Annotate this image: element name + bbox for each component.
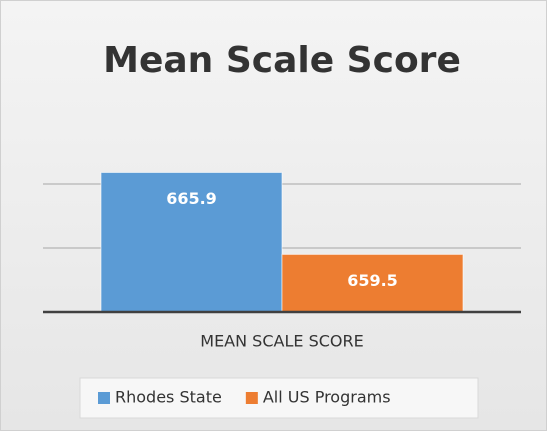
x-tick-label: MEAN SCALE SCORE — [200, 332, 363, 351]
legend-swatch — [245, 392, 258, 404]
legend-label: Rhodes State — [115, 388, 222, 407]
legend-swatch — [98, 392, 110, 404]
chart-title: Mean Scale Score — [103, 40, 461, 81]
legend-box — [79, 377, 479, 419]
data-label: 665.9 — [166, 189, 217, 208]
legend-label: All US Programs — [263, 388, 391, 407]
data-label: 659.5 — [347, 271, 398, 290]
bar — [281, 253, 464, 313]
bar — [100, 171, 283, 313]
